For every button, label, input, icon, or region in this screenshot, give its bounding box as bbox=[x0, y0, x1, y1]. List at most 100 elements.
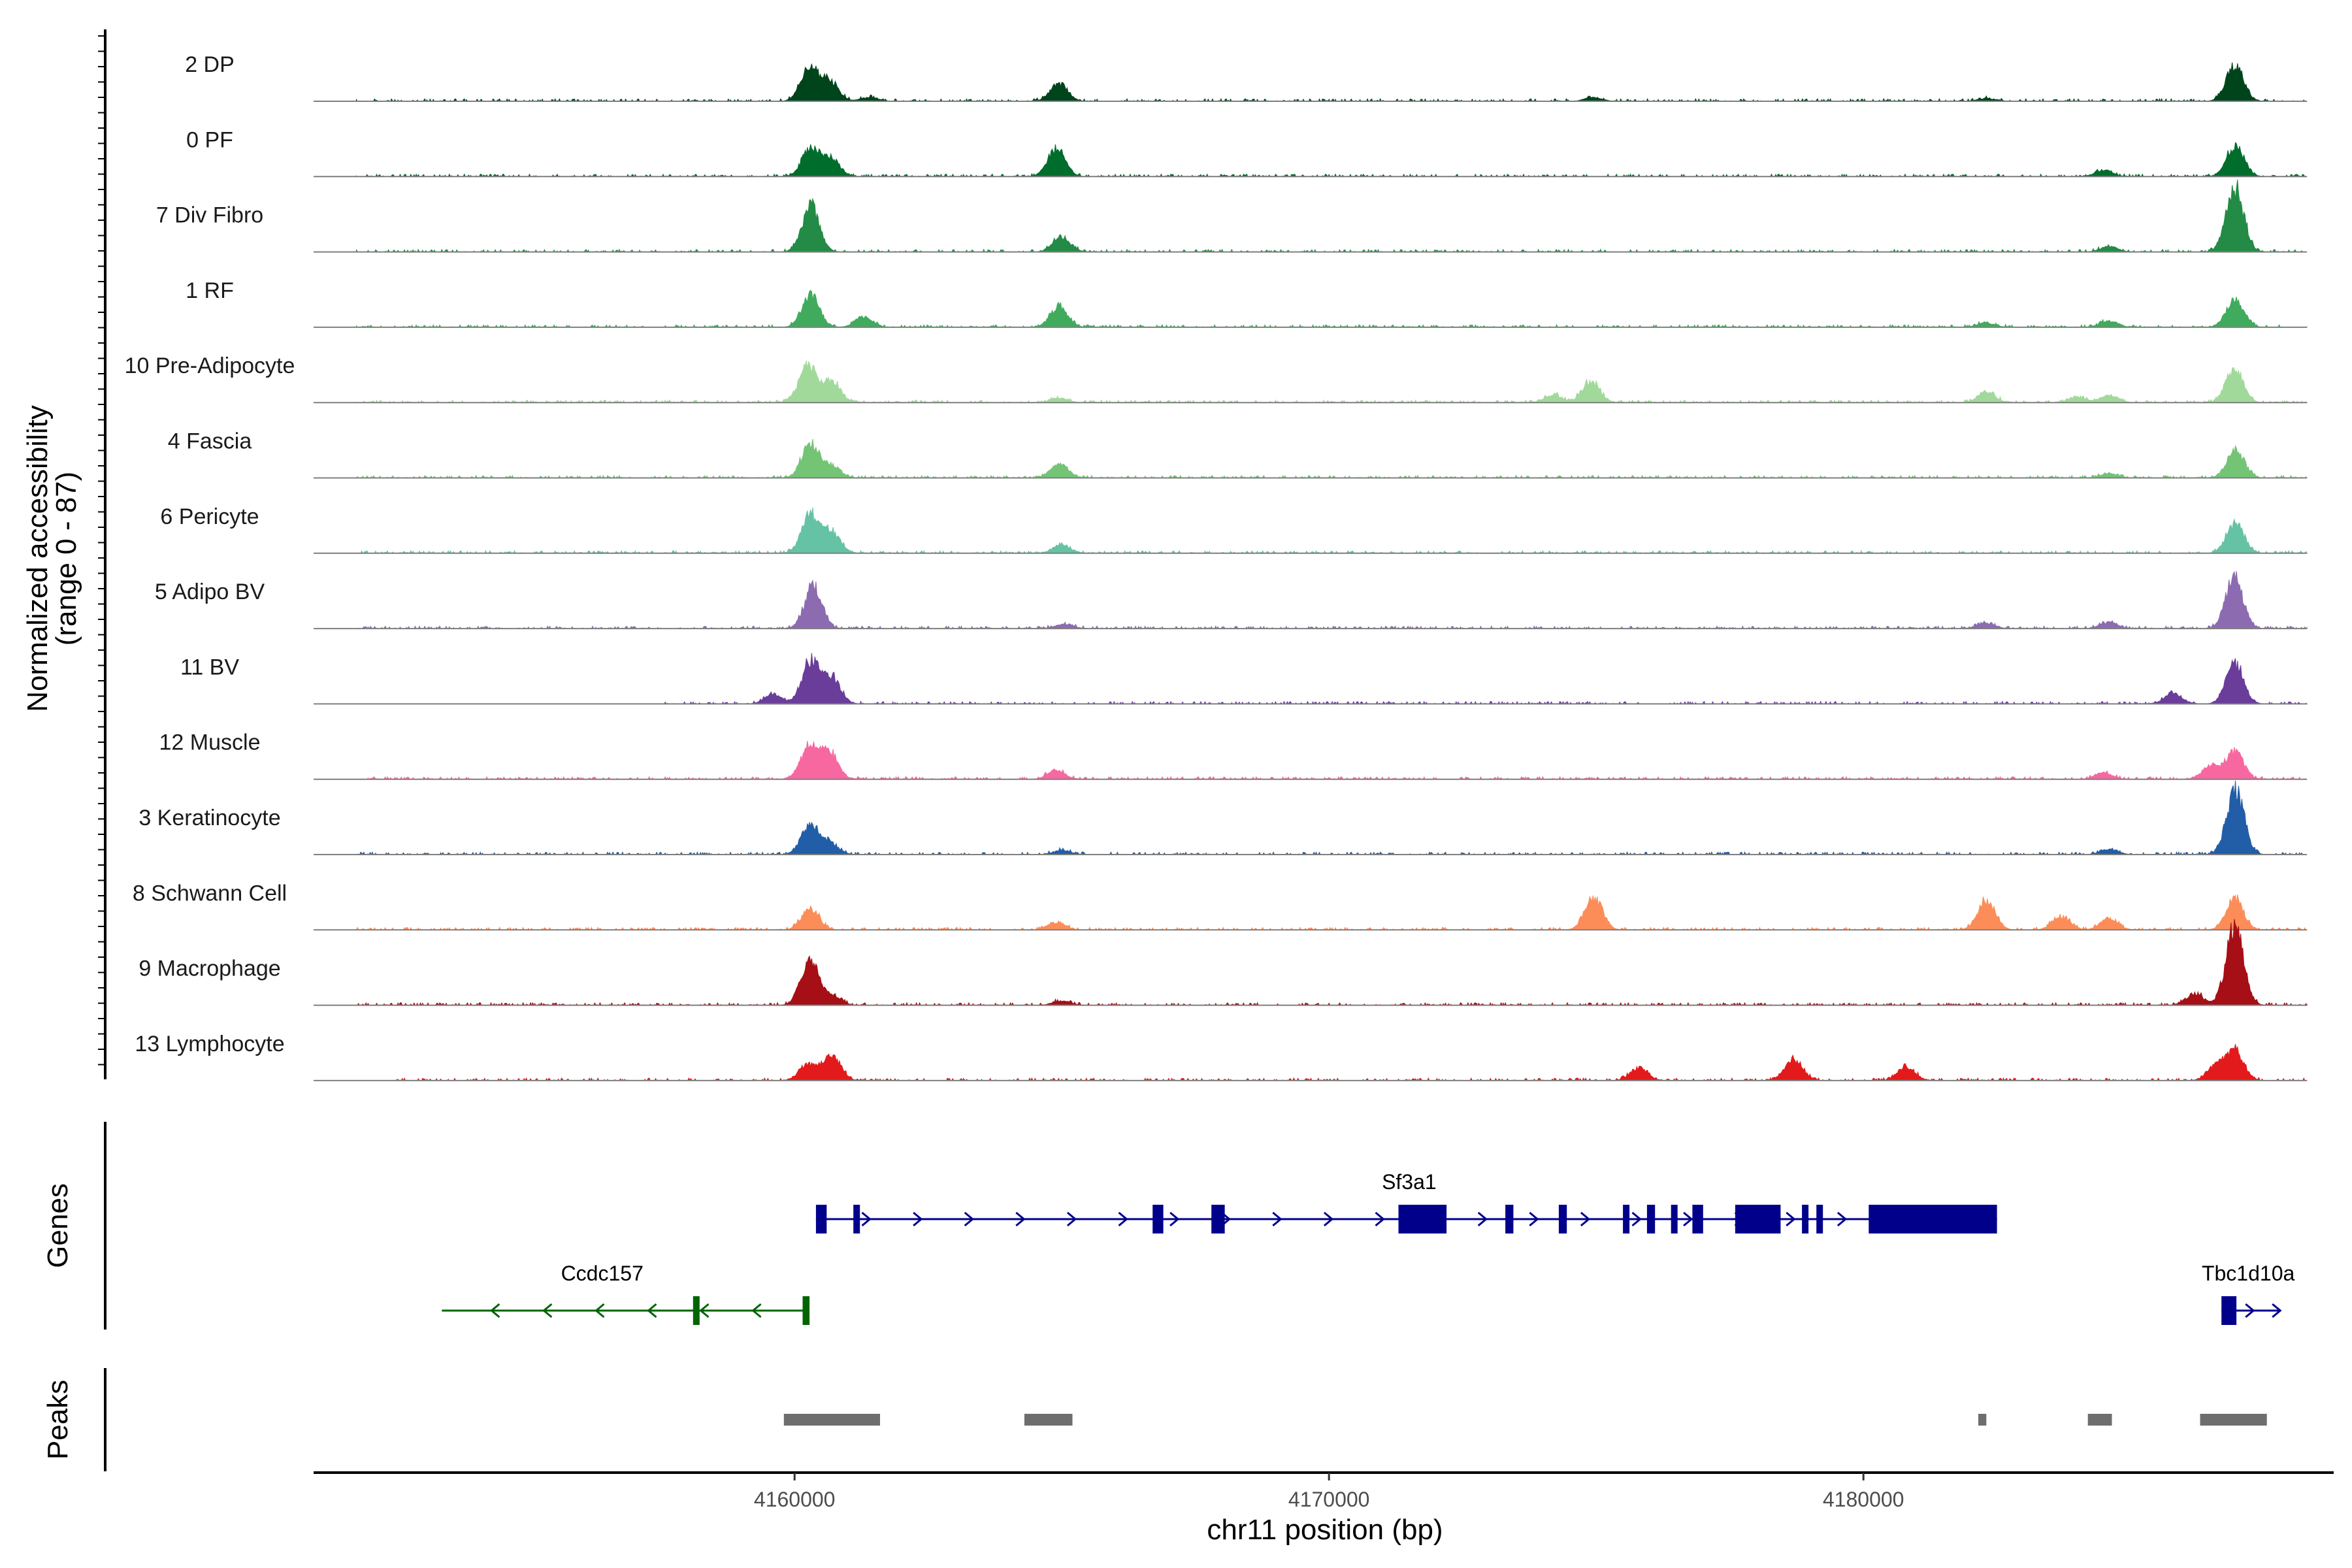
track-5-adipo-bv: 5 Adipo BV bbox=[155, 571, 2308, 630]
strand-arrow bbox=[1118, 1211, 1128, 1227]
gene-exon bbox=[815, 1205, 827, 1233]
gene-exon bbox=[853, 1205, 860, 1233]
coverage-area bbox=[366, 740, 2308, 780]
strand-arrow bbox=[542, 1303, 553, 1318]
track-1-rf: 1 RF bbox=[186, 278, 2308, 329]
track-label: 9 Macrophage bbox=[139, 956, 280, 981]
gene-exon bbox=[2221, 1296, 2237, 1325]
track-7-div-fibro: 7 Div Fibro bbox=[156, 179, 2308, 253]
track-13-lymphocyte: 13 Lymphocyte bbox=[135, 1032, 2308, 1082]
track-label: 1 RF bbox=[186, 278, 234, 303]
strand-arrow bbox=[1272, 1211, 1282, 1227]
coverage-area bbox=[356, 571, 2308, 630]
track-11-bv: 11 BV bbox=[180, 653, 2308, 705]
strand-arrow bbox=[647, 1303, 657, 1318]
coverage-area bbox=[355, 142, 2308, 178]
coverage-area bbox=[356, 780, 2308, 856]
track-12-muscle: 12 Muscle bbox=[159, 730, 2308, 780]
gene-exon bbox=[1558, 1205, 1567, 1233]
strand-arrow bbox=[1683, 1211, 1693, 1227]
track-4-fascia: 4 Fascia bbox=[168, 429, 2308, 479]
strand-arrow bbox=[2245, 1303, 2255, 1318]
track-2-dp: 2 DP bbox=[185, 52, 2308, 103]
coverage-area bbox=[356, 919, 2308, 1006]
track-label: 8 Schwann Cell bbox=[133, 881, 287, 906]
y-axis-title-line-1: Normalized accessibility bbox=[22, 405, 54, 711]
track-8-schwann-cell: 8 Schwann Cell bbox=[133, 881, 2308, 931]
gene-exon bbox=[1869, 1205, 1997, 1233]
coverage-tracks: 2 DP 0 PF 7 Div Fibro 1 RF 10 Pre-Adipocyte 4… bbox=[125, 52, 2308, 1082]
strand-arrow bbox=[1631, 1211, 1642, 1227]
x-tick-label: 4180000 bbox=[1823, 1488, 1904, 1511]
strand-arrow bbox=[861, 1211, 872, 1227]
x-axis-title: chr11 position (bp) bbox=[1207, 1514, 1443, 1546]
strand-arrow bbox=[1529, 1211, 1539, 1227]
gene-exon bbox=[1211, 1205, 1225, 1233]
coverage-area bbox=[356, 507, 2308, 555]
genes-panel-label: Genes bbox=[42, 1183, 74, 1268]
gene-sf3a1: Sf3a1 bbox=[815, 1170, 1997, 1233]
track-label: 3 Keratinocyte bbox=[139, 806, 280, 830]
gene-label: Tbc1d10a bbox=[2202, 1262, 2295, 1285]
x-axis-ticks: 4160000 4170000 4180000 bbox=[754, 1473, 1904, 1511]
strand-arrow bbox=[1375, 1211, 1385, 1227]
strand-arrow bbox=[913, 1211, 923, 1227]
gene-label: Sf3a1 bbox=[1382, 1170, 1437, 1194]
coverage-y-axis bbox=[98, 29, 106, 1079]
peak-region bbox=[1024, 1414, 1073, 1426]
gene-exon bbox=[1802, 1205, 1809, 1233]
gene-exon bbox=[1152, 1205, 1164, 1233]
x-tick-label: 4160000 bbox=[754, 1488, 836, 1511]
peak-region bbox=[2200, 1414, 2267, 1426]
y-axis-title-text: Normalized accessibility(range 0 - 87) bbox=[22, 405, 82, 711]
peak-region bbox=[2087, 1414, 2112, 1426]
peak-region bbox=[1978, 1414, 1987, 1426]
strand-arrow bbox=[1580, 1211, 1591, 1227]
coverage-area bbox=[355, 289, 2308, 329]
coverage-area bbox=[355, 62, 2308, 103]
coverage-area bbox=[355, 894, 2308, 931]
track-0-pf: 0 PF bbox=[186, 127, 2308, 178]
coverage-area bbox=[355, 179, 2308, 253]
y-axis-title-line-2: (range 0 - 87) bbox=[50, 472, 82, 646]
coverage-area bbox=[355, 360, 2308, 404]
gene-exon bbox=[1671, 1205, 1678, 1233]
gene-exon bbox=[1692, 1205, 1703, 1233]
gene-exon bbox=[1646, 1205, 1656, 1233]
strand-arrow bbox=[964, 1211, 975, 1227]
track-label: 11 BV bbox=[180, 655, 239, 679]
gene-exon bbox=[1505, 1205, 1514, 1233]
coverage-area bbox=[661, 653, 2308, 705]
strand-arrow bbox=[1066, 1211, 1077, 1227]
gene-ccdc157: Ccdc157 bbox=[442, 1262, 810, 1325]
strand-arrow bbox=[595, 1303, 605, 1318]
track-10-pre-adipocyte: 10 Pre-Adipocyte bbox=[125, 353, 2308, 404]
gene-exon bbox=[1623, 1205, 1630, 1233]
track-label: 4 Fascia bbox=[168, 429, 252, 454]
strand-arrow bbox=[1477, 1211, 1488, 1227]
gene-exon bbox=[1735, 1205, 1781, 1233]
gene-exon bbox=[802, 1296, 810, 1325]
strand-arrow bbox=[1015, 1211, 1026, 1227]
x-tick-label: 4170000 bbox=[1288, 1488, 1370, 1511]
gene-exon bbox=[1398, 1205, 1447, 1233]
track-label: 13 Lymphocyte bbox=[135, 1032, 284, 1056]
peak-region bbox=[783, 1414, 880, 1426]
coverage-area bbox=[393, 1043, 2308, 1082]
strand-arrow bbox=[490, 1303, 500, 1318]
gene-label: Ccdc157 bbox=[561, 1262, 644, 1285]
peaks-panel-label: Peaks bbox=[42, 1380, 74, 1460]
track-3-keratinocyte: 3 Keratinocyte bbox=[139, 780, 2308, 856]
track-label: 6 Pericyte bbox=[160, 504, 259, 529]
track-label: 0 PF bbox=[186, 127, 233, 152]
strand-arrow bbox=[1169, 1211, 1180, 1227]
track-label: 7 Div Fibro bbox=[156, 203, 263, 228]
gene-exon bbox=[1816, 1205, 1823, 1233]
coverage-y-axis-title: Normalized accessibility(range 0 - 87) bbox=[22, 405, 82, 711]
strand-arrow bbox=[1786, 1211, 1796, 1227]
strand-arrow bbox=[751, 1303, 762, 1318]
strand-arrow bbox=[2272, 1303, 2282, 1318]
track-6-pericyte: 6 Pericyte bbox=[160, 504, 2308, 555]
strand-arrow bbox=[1323, 1211, 1334, 1227]
